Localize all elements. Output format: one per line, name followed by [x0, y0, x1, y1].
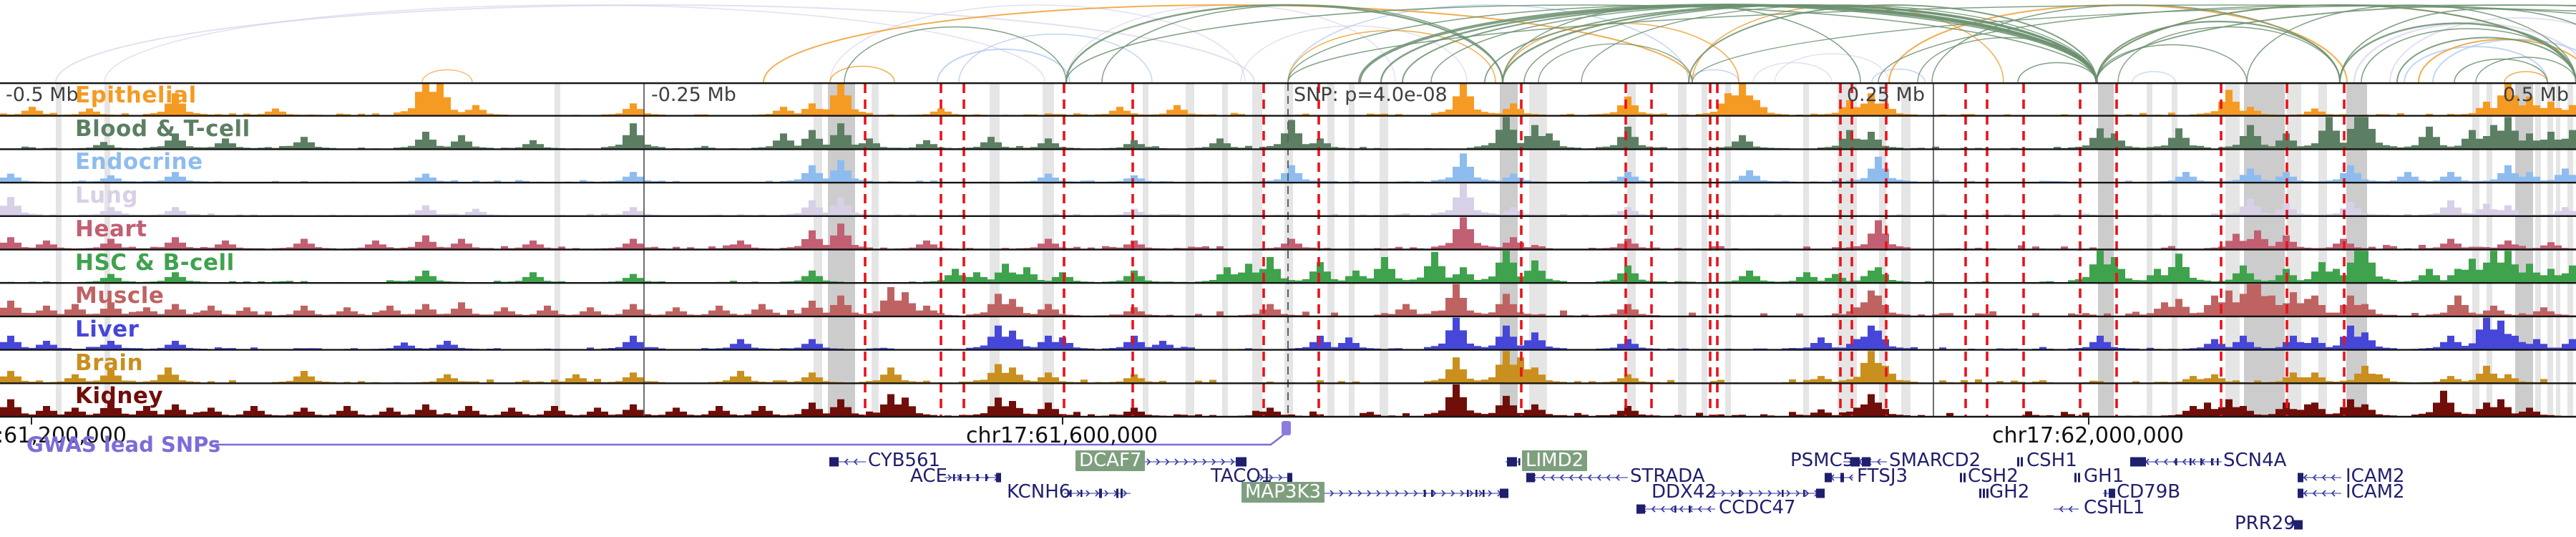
- coordinate-tick-right: [2088, 417, 2089, 425]
- track-label-muscle: Muscle: [75, 283, 165, 309]
- gene-label-icam2[interactable]: ICAM2: [2346, 481, 2405, 503]
- interaction-arcs-canvas[interactable]: [0, 0, 2576, 83]
- gene-label-limd2[interactable]: LIMD2: [1522, 450, 1588, 471]
- track-label-epithelial: Epithelial: [75, 82, 197, 108]
- gene-label-cd79b[interactable]: CD79B: [2117, 481, 2181, 503]
- coordinate-tick-center: [1062, 417, 1063, 425]
- track-label-heart: Heart: [75, 216, 147, 242]
- gene-label-gh2[interactable]: GH2: [1989, 481, 2030, 503]
- axis-label-minus-0.5mb: -0.5 Mb: [6, 84, 79, 106]
- track-label-liver: Liver: [75, 316, 140, 342]
- gene-label-ccdc47[interactable]: CCDC47: [1719, 497, 1796, 518]
- gene-label-smarcd2[interactable]: SMARCD2: [1889, 450, 1981, 471]
- coordinate-label-center: chr17:61,600,000: [966, 423, 1158, 448]
- track-label-endocrine: Endocrine: [75, 149, 203, 175]
- gene-label-ace[interactable]: ACE: [910, 465, 947, 487]
- gene-label-kcnh6[interactable]: KCNH6: [1007, 481, 1071, 503]
- gene-label-prr29[interactable]: PRR29: [2235, 513, 2296, 534]
- signal-tracks-canvas[interactable]: [0, 82, 2576, 418]
- coordinate-label-right: chr17:62,000,000: [1992, 423, 2184, 448]
- gene-label-csh2[interactable]: CSH2: [1968, 465, 2019, 487]
- gene-label-ddx42[interactable]: DDX42: [1652, 481, 1717, 503]
- track-label-hsc-bcell: HSC & B-cell: [75, 249, 235, 276]
- axis-label-plus-0.5mb: 0.5 Mb: [2503, 84, 2569, 106]
- gene-track-canvas[interactable]: [0, 417, 2576, 537]
- track-label-lung: Lung: [75, 183, 139, 209]
- gene-label-dcaf7[interactable]: DCAF7: [1075, 450, 1146, 471]
- gene-label-cyb561[interactable]: CYB561: [868, 450, 941, 471]
- gene-label-csh1[interactable]: CSH1: [2026, 450, 2077, 471]
- axis-label-minus-0.25mb: -0.25 Mb: [651, 84, 736, 106]
- gene-label-cshl1[interactable]: CSHL1: [2084, 497, 2145, 518]
- gwas-snp-marker[interactable]: [1282, 421, 1291, 435]
- track-label-blood-tcell: Blood & T-cell: [75, 115, 250, 142]
- gene-label-icam2[interactable]: ICAM2: [2346, 465, 2405, 487]
- gene-label-map3k3[interactable]: MAP3K3: [1241, 482, 1325, 503]
- coordinate-label-left: chr17:61,200,000: [0, 423, 127, 448]
- gwas-lead-snps-label: GWAS lead SNPs: [26, 432, 221, 457]
- gene-label-ftsj3[interactable]: FTSJ3: [1857, 465, 1908, 487]
- axis-label-snp-pvalue: SNP: p=4.0e-08: [1294, 84, 1448, 106]
- gene-label-psmc5[interactable]: PSMC5: [1790, 450, 1855, 471]
- track-label-kidney: Kidney: [75, 383, 164, 410]
- coordinate-tick-left: [31, 417, 32, 425]
- gene-label-scn4a[interactable]: SCN4A: [2223, 450, 2287, 471]
- gene-label-gh1[interactable]: GH1: [2084, 465, 2124, 487]
- gene-label-strada[interactable]: STRADA: [1630, 465, 1705, 487]
- axis-label-plus-0.25mb: 0.25 Mb: [1846, 84, 1925, 106]
- track-label-brain: Brain: [75, 349, 144, 376]
